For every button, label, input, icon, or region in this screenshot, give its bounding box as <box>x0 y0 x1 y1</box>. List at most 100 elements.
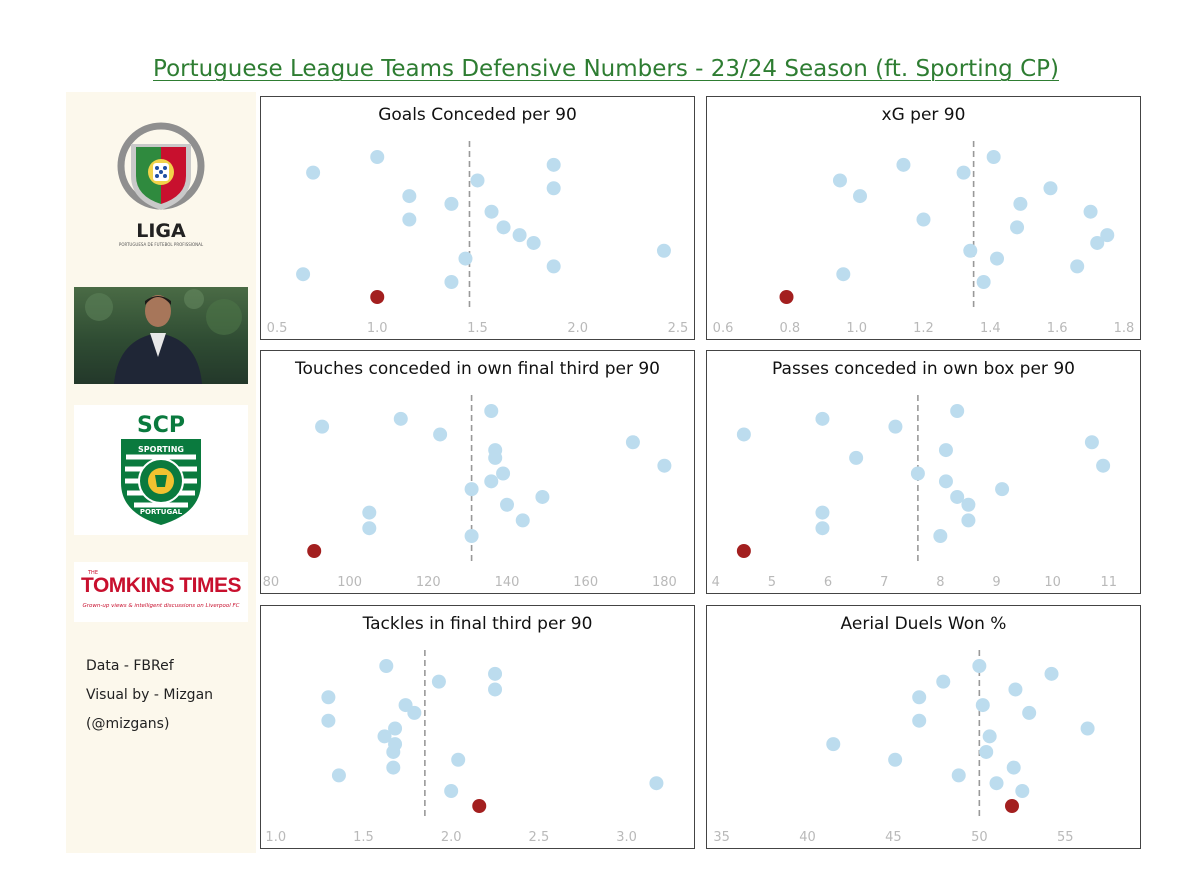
team-point <box>990 251 1005 266</box>
team-point <box>1070 259 1085 274</box>
panel-title: Goals Conceded per 90 <box>378 105 577 125</box>
coach-silhouette-icon <box>85 289 242 384</box>
team-point <box>912 690 927 705</box>
sporting-point <box>736 544 751 558</box>
team-point <box>1043 181 1058 196</box>
team-point <box>321 713 336 728</box>
team-point <box>402 189 417 204</box>
team-point <box>836 267 851 282</box>
team-point <box>1013 196 1028 211</box>
team-point <box>488 450 503 465</box>
team-point <box>407 705 422 720</box>
tick-label: 9 <box>992 575 1000 590</box>
team-point <box>853 189 868 204</box>
team-point <box>938 474 953 489</box>
tomkins-logo-tagline: Grown-up views & intelligent discussions… <box>82 603 240 609</box>
team-point <box>657 458 672 473</box>
team-point <box>910 466 925 481</box>
team-point <box>916 212 931 227</box>
team-point <box>1080 721 1095 736</box>
tick-label: 2.5 <box>668 321 689 336</box>
team-point <box>458 251 473 266</box>
tick-label: 1.0 <box>846 321 867 336</box>
tick-label: 160 <box>573 575 598 590</box>
sporting-point <box>307 544 322 558</box>
passes-own-box-plot: 4 5 6 7 8 9 10 11 <box>712 395 1117 590</box>
tick-label: 11 <box>1100 575 1117 590</box>
credits: Data - FBRef Visual by - Mizgan (@mizgan… <box>86 652 213 739</box>
tick-label: 1.5 <box>353 830 374 845</box>
liga-emblem-icon <box>117 122 205 210</box>
team-point <box>1015 784 1030 798</box>
team-point <box>546 157 561 172</box>
team-point <box>386 760 401 775</box>
team-point <box>496 466 511 481</box>
team-point <box>484 404 499 418</box>
chart-title: Portuguese League Teams Defensive Number… <box>153 56 1059 82</box>
tick-label: 4 <box>712 575 720 590</box>
team-point <box>362 521 377 536</box>
tick-label: 45 <box>885 830 902 845</box>
team-point <box>377 729 392 744</box>
team-point <box>961 513 976 528</box>
team-point <box>938 443 953 458</box>
team-point <box>444 784 459 798</box>
team-point <box>484 204 499 219</box>
team-point <box>1084 435 1099 450</box>
sporting-point <box>472 799 487 813</box>
team-point <box>1090 235 1105 250</box>
sporting-logo: SCP SPORTING PORTUGAL <box>74 405 248 535</box>
tick-label: 7 <box>880 575 888 590</box>
panel-title: xG per 90 <box>881 105 966 125</box>
team-point <box>546 181 561 196</box>
team-point <box>815 411 830 426</box>
team-point <box>815 521 830 536</box>
team-point <box>470 173 485 188</box>
team-point <box>961 497 976 512</box>
team-point <box>979 744 994 759</box>
tick-label: 10 <box>1044 575 1061 590</box>
sidebar: LIGA PORTUGUESA DE FUTEBOL PROFISSIONAL … <box>66 92 256 853</box>
sporting-logo-ring-top: SPORTING <box>138 445 184 454</box>
tick-label: 50 <box>971 830 988 845</box>
team-point <box>464 482 479 497</box>
coach-photo <box>74 287 248 384</box>
panel-title: Passes conceded in own box per 90 <box>772 359 1075 379</box>
team-point <box>500 497 515 512</box>
team-point <box>976 275 991 289</box>
tick-label: 3.0 <box>616 830 637 845</box>
tick-label: 0.5 <box>267 321 288 336</box>
team-point <box>386 744 401 759</box>
panel-passes-own-box: Passes conceded in own box per 90 4 5 6 7 8 9… <box>706 350 1141 594</box>
sporting-logo-ring-bottom: PORTUGAL <box>140 508 183 516</box>
team-point <box>433 427 448 442</box>
aerial-duels-plot: 35 40 45 50 55 <box>713 650 1095 845</box>
tick-label: 80 <box>263 575 280 590</box>
team-point <box>656 243 671 258</box>
team-point <box>431 674 446 689</box>
team-point <box>950 489 965 504</box>
team-point <box>370 150 385 164</box>
goals-conceded-plot: 0.5 1.0 1.5 2.0 2.5 <box>267 141 689 336</box>
panel-aerial-duels: Aerial Duels Won % 35 40 45 50 55 <box>706 605 1141 849</box>
tick-label: 1.5 <box>467 321 488 336</box>
panel-title: Tackles in final third per 90 <box>362 614 593 634</box>
panel-xg: xG per 90 0.6 0.8 1.0 1.2 1.4 1.6 1.8 <box>706 96 1141 340</box>
team-point <box>936 674 951 689</box>
tick-label: 100 <box>337 575 362 590</box>
sporting-point <box>370 290 385 304</box>
team-point <box>956 165 971 180</box>
team-point <box>488 682 503 697</box>
team-point <box>496 220 511 235</box>
team-point <box>896 157 911 172</box>
team-point <box>1022 705 1037 720</box>
team-point <box>315 419 330 434</box>
tick-label: 2.0 <box>567 321 588 336</box>
tick-label: 1.4 <box>980 321 1001 336</box>
team-point <box>393 411 408 426</box>
credit-line-handle: (@mizgans) <box>86 716 170 732</box>
team-point <box>1006 760 1021 775</box>
team-point <box>526 235 541 250</box>
tick-label: 180 <box>652 575 677 590</box>
panel-title: Aerial Duels Won % <box>840 614 1007 634</box>
